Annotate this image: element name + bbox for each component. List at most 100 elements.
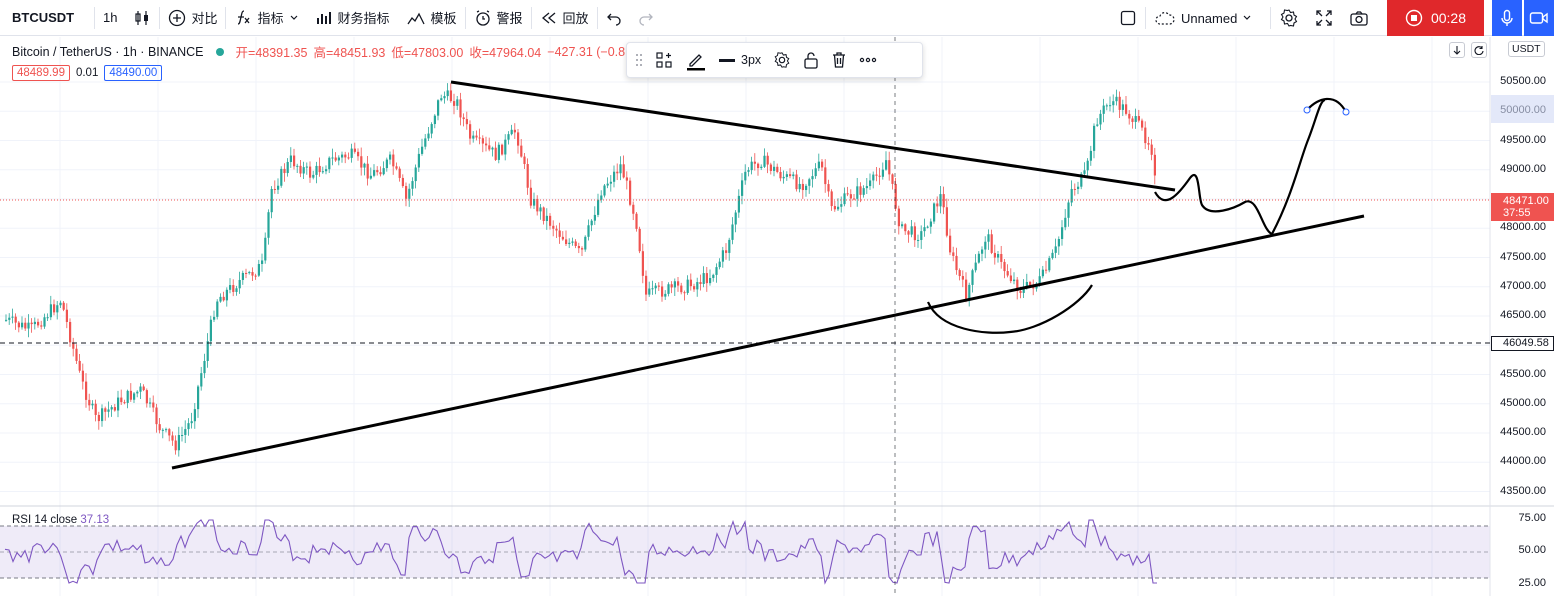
candle-body xyxy=(206,341,209,361)
candle-body xyxy=(123,402,126,404)
candle-body xyxy=(600,195,603,200)
symbol-search-button[interactable]: BTCUSDT xyxy=(12,10,75,25)
candle-body xyxy=(760,166,763,169)
line-width-label: 3px xyxy=(741,53,762,67)
scroll-to-realtime-button[interactable] xyxy=(1449,42,1465,58)
price-tick: 49500.00 xyxy=(1500,133,1546,146)
alert-button[interactable]: 警报 xyxy=(466,0,531,36)
candle-body xyxy=(929,221,932,227)
recording-button[interactable]: 00:28 xyxy=(1386,0,1484,36)
reset-chart-button[interactable] xyxy=(1471,42,1487,58)
candle-body xyxy=(456,99,459,106)
sell-price[interactable]: 48489.99 xyxy=(12,65,70,81)
templates-button[interactable]: 模板 xyxy=(398,0,465,36)
stop-record-icon xyxy=(1405,9,1423,27)
projection-path-drawing[interactable] xyxy=(1154,98,1326,236)
interval-button[interactable]: 1h xyxy=(103,10,118,25)
compare-button[interactable]: 对比 xyxy=(160,0,225,36)
candle-body xyxy=(629,180,632,205)
snapshot-button[interactable] xyxy=(1341,0,1377,36)
arc-handle-start[interactable] xyxy=(1303,106,1311,114)
candle-body xyxy=(1009,275,1012,282)
candle-body xyxy=(369,175,372,179)
symbol-title[interactable]: Bitcoin / TetherUS · 1h · BINANCE xyxy=(12,44,204,59)
candle-body xyxy=(769,164,772,171)
undo-button[interactable] xyxy=(598,0,630,36)
save-layout-button[interactable]: Unnamed xyxy=(1146,0,1270,36)
candle-body xyxy=(241,272,244,280)
ohlc-close: 收=47964.04 xyxy=(469,46,542,60)
candle-body xyxy=(587,225,590,237)
layout-button[interactable] xyxy=(1111,0,1145,36)
settings-button[interactable] xyxy=(1271,0,1307,36)
candle-body xyxy=(1006,271,1009,276)
pencil-color-icon[interactable] xyxy=(685,49,707,71)
projection-peak-arc[interactable] xyxy=(1306,97,1347,113)
candle-body xyxy=(142,386,145,391)
bar-chart-icon xyxy=(316,11,331,24)
candle-body xyxy=(744,171,747,181)
rounded-bottom-drawing[interactable] xyxy=(926,284,1093,334)
candle-body xyxy=(430,124,433,134)
price-tick: 44500.00 xyxy=(1500,426,1546,438)
more-icon[interactable] xyxy=(859,57,877,63)
trash-icon[interactable] xyxy=(831,51,847,69)
candle-body xyxy=(709,277,712,284)
candle-body xyxy=(677,281,680,286)
price-tick: 43500.00 xyxy=(1500,484,1546,497)
financials-button[interactable]: 财务指标 xyxy=(307,0,398,36)
candle-body xyxy=(645,275,648,295)
arc-handle-end[interactable] xyxy=(1342,108,1350,116)
candle-body xyxy=(977,253,980,263)
candle-body xyxy=(344,154,347,158)
candle-body xyxy=(225,289,228,301)
microphone-button[interactable] xyxy=(1492,0,1522,36)
descending-trendline[interactable] xyxy=(450,80,1176,192)
indicators-button[interactable]: 指标 xyxy=(226,0,306,36)
camera-toggle-button[interactable] xyxy=(1524,0,1554,36)
gear-icon[interactable] xyxy=(773,51,791,69)
candle-body xyxy=(1134,116,1137,122)
candle-body xyxy=(734,212,737,225)
candle-body xyxy=(309,166,312,178)
candle-body xyxy=(69,321,72,343)
candle-body xyxy=(897,208,900,227)
candle-body xyxy=(373,170,376,176)
candle-body xyxy=(782,176,785,179)
candle-body xyxy=(910,226,913,235)
buy-price[interactable]: 48490.00 xyxy=(104,65,163,81)
candle-body xyxy=(75,348,78,361)
currency-badge[interactable]: USDT xyxy=(1508,41,1545,57)
candle-body xyxy=(593,214,596,221)
candle-body xyxy=(229,285,232,290)
candle-body xyxy=(389,154,392,160)
candle-body xyxy=(731,224,734,240)
candle-body xyxy=(638,228,641,252)
candle-body xyxy=(1144,127,1147,144)
candle-body xyxy=(1105,105,1108,107)
candle-body xyxy=(56,305,59,313)
unlock-icon[interactable] xyxy=(803,51,819,69)
replay-button[interactable]: 回放 xyxy=(532,0,597,36)
ascending-trendline[interactable] xyxy=(171,214,1365,470)
bid-ask: 48489.99 0.01 48490.00 xyxy=(12,65,163,81)
candle-body xyxy=(584,236,587,250)
candle-body xyxy=(984,241,987,250)
candle-body xyxy=(181,434,184,436)
fullscreen-button[interactable] xyxy=(1307,0,1341,36)
candle-body xyxy=(696,282,699,290)
redo-button[interactable] xyxy=(630,0,662,36)
candle-body xyxy=(945,207,948,236)
candle-body xyxy=(385,159,388,169)
candle-body xyxy=(609,181,612,184)
candle-body xyxy=(702,273,705,284)
line-width-button[interactable]: 3px xyxy=(719,53,761,67)
candle-body xyxy=(235,288,238,292)
drag-handle-icon[interactable] xyxy=(635,53,643,67)
chart-type-button[interactable] xyxy=(125,0,159,36)
candle-body xyxy=(568,242,571,245)
candle-body xyxy=(859,186,862,195)
price-chart[interactable] xyxy=(0,37,1554,596)
candle-body xyxy=(923,227,926,232)
templates-grid-icon[interactable] xyxy=(655,51,673,69)
